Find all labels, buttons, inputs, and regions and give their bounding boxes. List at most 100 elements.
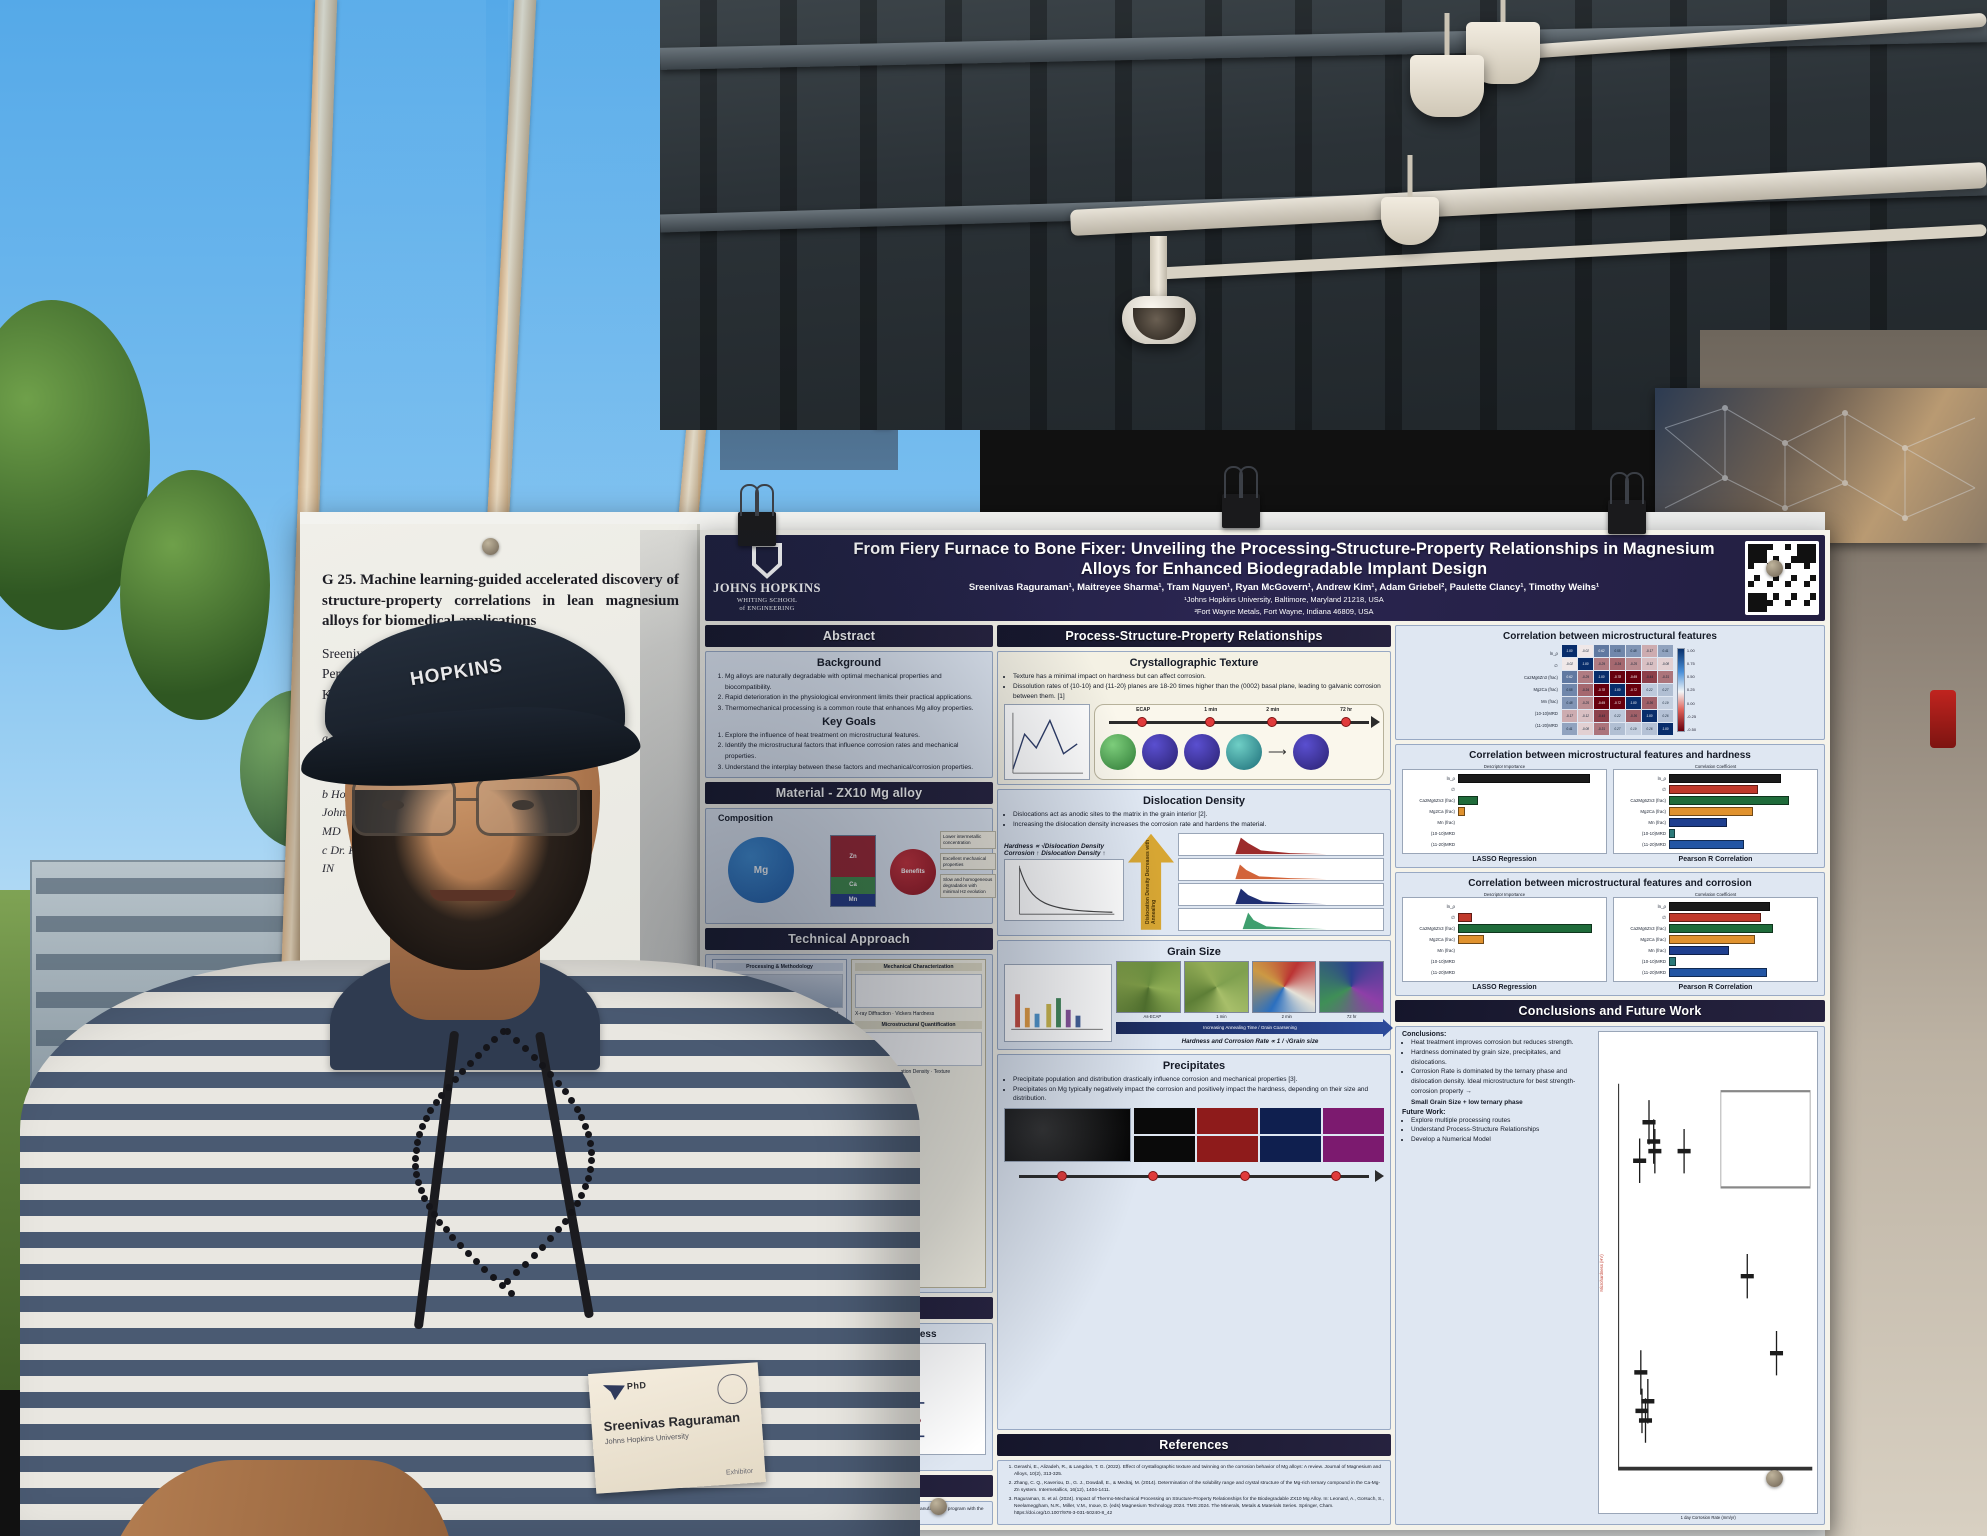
hardness-correlation-panel: Correlation between microstructural feat… <box>1395 744 1825 868</box>
heatmap-cell: 1.00 <box>1641 710 1657 722</box>
bar-row: ∅ <box>1407 784 1602 795</box>
texture-title: Crystallographic Texture <box>1129 657 1259 669</box>
bar-row: ln_ρ <box>1407 773 1602 784</box>
bar-track <box>1458 817 1602 828</box>
bar-track <box>1669 967 1813 978</box>
chart-caption: Pearson R Correlation <box>1678 984 1753 991</box>
bar-row: Mn (frac) <box>1407 817 1602 828</box>
bar <box>1669 807 1753 816</box>
board-screw <box>1766 1470 1783 1487</box>
bar-row: Mn (frac) <box>1407 945 1602 956</box>
heatmap-cell: 0.26 <box>1641 723 1657 735</box>
element-zn: Zn <box>831 836 875 877</box>
section-header-abstract: Abstract <box>705 625 993 647</box>
list-item: Heat treatment improves corrosion but re… <box>1411 1038 1593 1048</box>
corrosion-correlation-panel: Correlation between microstructural feat… <box>1395 872 1825 996</box>
eds-map <box>1323 1108 1384 1134</box>
bar-label: Mn (frac) <box>1648 948 1666 953</box>
conclusions-highlight: Small Grain Size + low ternary phase <box>1411 1098 1523 1106</box>
list-item: Explore multiple processing routes <box>1411 1116 1593 1126</box>
heatmap-cell: 1.00 <box>1657 723 1673 735</box>
list-item: Understand Process-Structure Relationshi… <box>1411 1125 1593 1135</box>
bar-label: Mn (frac) <box>1437 820 1455 825</box>
bar-row: Ca2Mg6Zn3 (frac) <box>1618 923 1813 934</box>
bar-track <box>1669 784 1813 795</box>
row-label: Mg2Ca (frac) <box>1533 687 1558 692</box>
bar-track <box>1669 817 1813 828</box>
security-camera-icon <box>1122 296 1196 344</box>
chart-caption: LASSO Regression <box>1472 856 1537 863</box>
bar-label: Mn (frac) <box>1648 820 1666 825</box>
bar <box>1669 829 1675 838</box>
map-label: 2 min <box>1281 1013 1292 1019</box>
scatter-point <box>1641 1379 1655 1424</box>
references-list: Gerashi, E., Alizadeh, R., & Langdon, T.… <box>1014 1465 1384 1518</box>
bar-row: Ca2Mg6Zn3 (frac) <box>1407 795 1602 806</box>
hardness-correlation-title: Correlation between microstructural feat… <box>1469 750 1751 761</box>
eds-map <box>1134 1108 1195 1134</box>
bar <box>1669 957 1677 966</box>
bar-label: Mn (frac) <box>1437 948 1455 953</box>
bar <box>1669 968 1767 977</box>
reference-item: Gerashi, E., Alizadeh, R., & Langdon, T.… <box>1014 1465 1384 1479</box>
bar-label: ∅ <box>1451 786 1455 792</box>
list-item: Mg alloys are naturally degradable with … <box>725 672 986 693</box>
list-item: Identify the microstructural factors tha… <box>725 741 986 762</box>
eyeglasses-right-lens <box>476 776 580 836</box>
precipitate-sem-image <box>1004 1108 1131 1162</box>
benefits-circle: Benefits <box>890 849 936 896</box>
poster-title: From Fiery Furnace to Bone Fixer: Unveil… <box>853 540 1715 579</box>
bar <box>1669 785 1759 794</box>
bar-row: (10-10)MRD <box>1407 828 1602 839</box>
bar-track <box>1669 945 1813 956</box>
bird-logo-icon <box>603 1384 626 1401</box>
hardness-pearson-chart: ln_ρ ∅ Ca2Mg6Zn3 (frac) Mg2Ca (frac) Mn (fra… <box>1613 769 1818 854</box>
badge-role: Exhibitor <box>725 1467 754 1477</box>
bar-row: (11-20)MRD <box>1618 967 1813 978</box>
heatmap-cell: -0.78 <box>1609 671 1625 683</box>
bar-track <box>1458 912 1602 923</box>
bar <box>1458 924 1592 933</box>
goals-title: Key Goals <box>822 715 876 728</box>
jhu-logo: JOHNS HOPKINS WHITING SCHOOL of ENGINEER… <box>711 542 823 613</box>
heatmap-cell: 0.22 <box>1641 684 1657 696</box>
jhu-logo-sub: WHITING SCHOOL of ENGINEERING <box>736 596 798 612</box>
heatmap-cell: 0.27 <box>1609 723 1625 735</box>
corrosion-pearson-chart: ln_ρ ∅ Ca2Mg6Zn3 (frac) Mg2Ca (frac) Mn (fra… <box>1613 897 1818 982</box>
bar-row: (11-20)MRD <box>1407 967 1602 978</box>
bar-track <box>1458 967 1602 978</box>
bar-row: ln_ρ <box>1618 773 1813 784</box>
heatmap-cell: 0.41 <box>1561 723 1577 735</box>
bar-row: ∅ <box>1618 784 1813 795</box>
heatmap-cell: 0.22 <box>1609 710 1625 722</box>
alloying-elements-stack: Zn Ca Mn <box>830 835 876 908</box>
background-list: Mg alloys are naturally degradable with … <box>725 672 986 715</box>
tree-mid <box>120 470 270 720</box>
grain-3d-chart <box>1004 963 1112 1042</box>
heatmap-cell: -0.12 <box>1577 710 1593 722</box>
heatmap-cell: -0.31 <box>1593 723 1609 735</box>
grain-icon <box>1100 734 1136 771</box>
bar-label: ln_ρ <box>1657 776 1666 781</box>
grain-distribution-3d <box>1011 993 1103 1030</box>
camera-stem <box>1150 236 1167 300</box>
person-presenter: HOPKINS <box>0 560 960 1536</box>
precipitates-bullets: Precipitate population and distribution … <box>1013 1075 1384 1104</box>
qr-code[interactable] <box>1745 541 1819 615</box>
callout: Excellent mechanical properties <box>940 852 996 871</box>
poster-column-middle: Process-Structure-Property Relationships… <box>997 625 1393 1525</box>
list-item: Understand the interplay between these f… <box>725 763 986 774</box>
bar-track <box>1458 795 1602 806</box>
callout: Slow and homogeneous degradation with mi… <box>940 874 996 898</box>
grain-icon <box>1292 734 1329 771</box>
section-header-psp: Process-Structure-Property Relationships <box>997 625 1391 647</box>
abstract-panel: Background Mg alloys are naturally degra… <box>705 651 993 779</box>
list-item: Explore the influence of heat treatment … <box>725 731 986 742</box>
list-item: Hardness dominated by grain size, precip… <box>1411 1048 1593 1068</box>
heatmap-cell: -0.31 <box>1657 671 1673 683</box>
list-item: Texture has a minimal impact on hardness… <box>1013 672 1384 682</box>
colorbar-ticks: 1.00 0.75 0.50 0.25 0.00 -0.25 -0.50 <box>1687 648 1696 732</box>
bar-row: Mn (frac) <box>1618 945 1813 956</box>
bar-track <box>1669 934 1813 945</box>
timeline-label: 72 hr <box>1340 707 1353 714</box>
